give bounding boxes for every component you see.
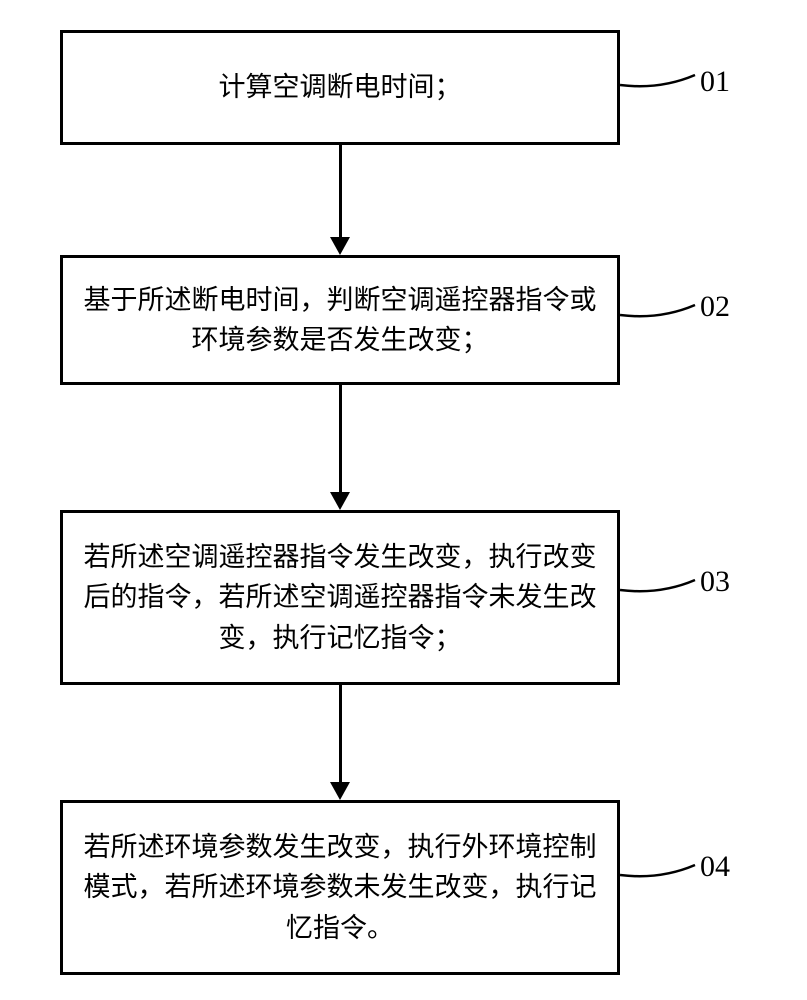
arrow-line — [339, 385, 342, 492]
flow-node-03: 若所述空调遥控器指令发生改变，执行改变后的指令，若所述空调遥控器指令未发生改变，… — [60, 510, 620, 685]
connector-02 — [620, 290, 700, 330]
node-text: 基于所述断电时间，判断空调遥控器指令或环境参数是否发生改变； — [83, 280, 597, 361]
connector-04 — [620, 850, 700, 890]
node-text: 若所述环境参数发生改变，执行外环境控制模式，若所述环境参数未发生改变，执行记忆指… — [83, 827, 597, 949]
node-label-02: 02 — [700, 290, 730, 324]
arrow-head — [330, 492, 350, 510]
node-text: 若所述空调遥控器指令发生改变，执行改变后的指令，若所述空调遥控器指令未发生改变，… — [83, 537, 597, 659]
flow-node-01: 计算空调断电时间； — [60, 30, 620, 145]
arrow-head — [330, 237, 350, 255]
node-text: 计算空调断电时间； — [219, 67, 462, 108]
arrow-line — [339, 145, 342, 237]
node-label-04: 04 — [700, 850, 730, 884]
node-label-01: 01 — [700, 65, 730, 99]
connector-01 — [620, 60, 700, 100]
node-label-03: 03 — [700, 565, 730, 599]
arrow-head — [330, 782, 350, 800]
arrow-line — [339, 685, 342, 782]
flow-node-04: 若所述环境参数发生改变，执行外环境控制模式，若所述环境参数未发生改变，执行记忆指… — [60, 800, 620, 975]
flow-node-02: 基于所述断电时间，判断空调遥控器指令或环境参数是否发生改变； — [60, 255, 620, 385]
connector-03 — [620, 565, 700, 605]
